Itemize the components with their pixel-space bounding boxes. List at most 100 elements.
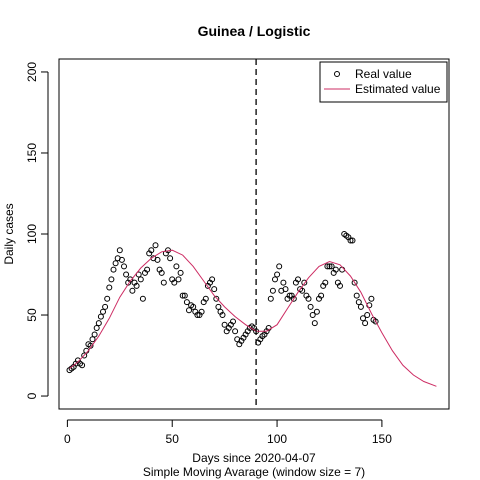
real-value-point [351,279,358,286]
real-value-point [181,292,188,299]
real-value-point [353,292,360,299]
real-value-point [286,292,293,299]
real-value-point [290,295,297,302]
real-value-point [360,315,366,322]
real-value-point [154,256,161,263]
real-value-point [305,295,312,302]
real-value-point [355,299,362,306]
real-value-point [158,269,165,276]
real-value-point [202,295,209,302]
real-value-point [313,308,320,315]
real-value-point [148,247,155,254]
real-value-point [112,260,119,267]
x-tick-label: 50 [166,432,180,446]
real-value-point [129,287,136,294]
real-value-point [81,352,88,359]
y-axis: 0 50 100 150 200 [25,62,49,399]
legend: Real value Estimated value [319,61,448,103]
real-value-point [179,292,186,299]
real-value-point [274,271,281,278]
legend-box [319,61,448,103]
real-value-point [100,308,106,315]
real-value-point [183,299,190,306]
real-value-point [144,266,151,273]
real-value-point [95,320,102,327]
real-value-point [364,312,371,318]
real-value-point [307,303,314,310]
real-value-point [301,279,308,286]
real-value-point [102,303,109,310]
real-value-point [276,263,283,270]
real-value-point [177,269,184,276]
x-axis: 0 50 100 150 [64,419,392,446]
real-value-point [368,295,375,302]
real-value-point [91,331,98,338]
real-value-point [186,307,192,314]
real-value-point [232,328,239,335]
real-value-point [311,320,318,327]
real-value-point [93,325,100,331]
x-axis-label: Days since 2020-04-07 [192,451,316,465]
real-value-point [160,279,167,286]
real-value-point [328,263,335,270]
real-value-point [230,318,236,325]
real-value-point [135,271,142,278]
real-value-point [139,295,146,302]
x-tick-label: 0 [64,432,71,446]
real-value-point [104,295,111,302]
real-value-point [116,247,123,254]
real-value-point [219,312,226,318]
real-value-point [121,263,127,270]
real-value-point [357,303,364,310]
y-axis-label: Daily cases [2,203,16,264]
real-value-point [372,318,379,325]
x-tick-label: 150 [372,432,392,446]
plot-frame [58,58,450,410]
real-value-point [97,313,104,320]
y-tick-label: 50 [25,308,39,322]
real-value-point [167,255,174,262]
real-value-point [332,266,339,273]
estimated-value-line-layer [69,249,437,387]
real-value-point [272,276,278,283]
legend-real-value-marker [334,71,340,77]
real-value-point [108,276,115,283]
y-tick-label: 200 [25,62,39,82]
real-value-point [175,276,182,283]
real-value-point [269,287,276,294]
real-value-point [322,279,329,286]
x-tick-label: 100 [267,432,287,446]
real-value-point [171,279,178,286]
real-value-point [366,302,373,309]
real-value-point [198,308,205,315]
real-value-point [215,303,222,310]
y-tick-label: 150 [25,143,39,163]
legend-estimated-value-label: Estimated value [355,82,441,96]
real-value-point [267,295,274,302]
real-value-point [137,276,144,283]
real-value-points [66,231,379,374]
real-value-point [110,266,117,273]
real-value-point [173,263,180,270]
real-value-point [211,286,218,293]
real-value-point [326,263,333,270]
real-value-point [213,295,220,302]
real-value-point [221,321,228,328]
real-value-point [349,237,356,244]
real-value-point [347,237,354,244]
real-value-point [280,279,287,286]
y-tick-label: 0 [25,392,39,399]
real-value-point [79,362,86,369]
real-value-point [133,282,140,289]
real-value-point [295,276,301,283]
real-value-point [123,271,130,278]
legend-real-value-label: Real value [355,67,412,81]
real-value-point [152,242,159,249]
real-value-point [190,303,197,310]
x-axis-sublabel: Simple Moving Avarage (window size = 7) [143,465,365,479]
real-value-point [309,312,316,318]
y-tick-label: 100 [25,224,39,244]
real-value-point [106,284,113,291]
real-value-point [362,320,369,327]
